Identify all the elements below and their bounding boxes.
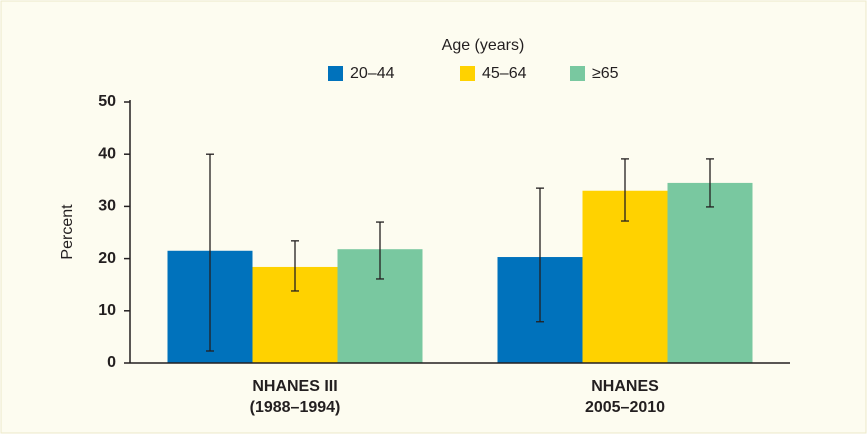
error-bar bbox=[206, 153, 214, 352]
y-tick-label: 10 bbox=[98, 302, 116, 319]
y-axis-label: Percent bbox=[59, 204, 76, 260]
y-tick-label: 30 bbox=[98, 198, 116, 215]
error-bar bbox=[536, 187, 544, 323]
y-tick-label: 50 bbox=[98, 93, 116, 110]
error-bar bbox=[376, 221, 384, 280]
x-tick-label-line: (1988–1994) bbox=[250, 399, 341, 416]
x-tick-label-line: 2005–2010 bbox=[585, 399, 665, 416]
x-tick-label: NHANES III (1988–1994) bbox=[250, 378, 341, 416]
error-bar bbox=[706, 158, 714, 208]
legend-label: 45–64 bbox=[482, 65, 527, 82]
error-bar bbox=[291, 240, 299, 292]
legend-title: Age (years) bbox=[442, 37, 525, 54]
y-tick-label: 40 bbox=[98, 145, 116, 162]
x-tick-label: NHANES 2005–2010 bbox=[585, 378, 665, 416]
y-tick-label: 20 bbox=[98, 250, 116, 267]
legend-label: ≥65 bbox=[592, 65, 619, 82]
legend-swatch bbox=[570, 66, 585, 81]
x-tick-label-line: NHANES III bbox=[252, 378, 337, 395]
error-bar bbox=[621, 158, 629, 222]
legend-label: 20–44 bbox=[350, 65, 395, 82]
bar bbox=[667, 182, 753, 363]
legend-swatch bbox=[328, 66, 343, 81]
y-tick-label: 0 bbox=[107, 354, 116, 371]
x-tick-label-line: NHANES bbox=[591, 378, 659, 395]
legend-swatch bbox=[460, 66, 475, 81]
